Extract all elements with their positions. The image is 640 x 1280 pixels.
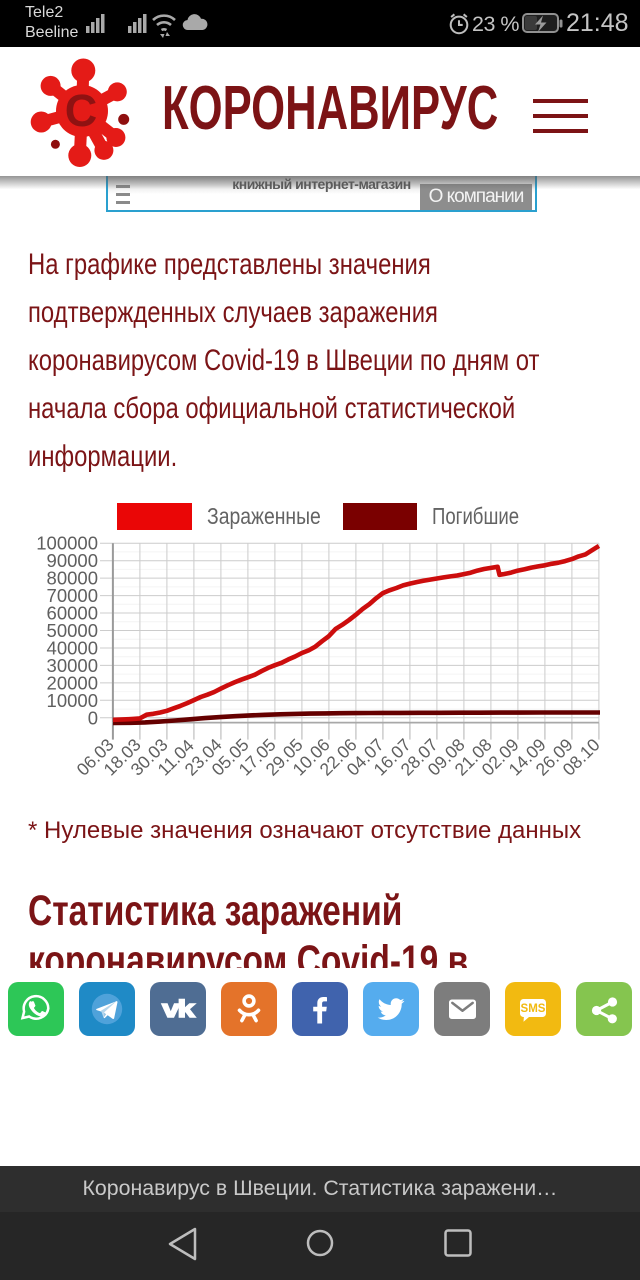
svg-text:100000: 100000 xyxy=(36,536,98,554)
svg-text:70000: 70000 xyxy=(47,585,98,606)
svg-text:0: 0 xyxy=(88,707,98,728)
svg-text:50000: 50000 xyxy=(47,620,98,641)
svg-text:80000: 80000 xyxy=(47,568,98,589)
svg-text:vk: vk xyxy=(162,995,195,1022)
svg-text:30000: 30000 xyxy=(47,655,98,676)
svg-text:40000: 40000 xyxy=(47,638,98,659)
svg-text:C: C xyxy=(65,85,98,136)
svg-text:60000: 60000 xyxy=(47,603,98,624)
svg-text:90000: 90000 xyxy=(47,550,98,571)
svg-text:10000: 10000 xyxy=(47,690,98,711)
svg-text:20000: 20000 xyxy=(47,672,98,693)
svg-text:SMS: SMS xyxy=(520,1003,545,1015)
